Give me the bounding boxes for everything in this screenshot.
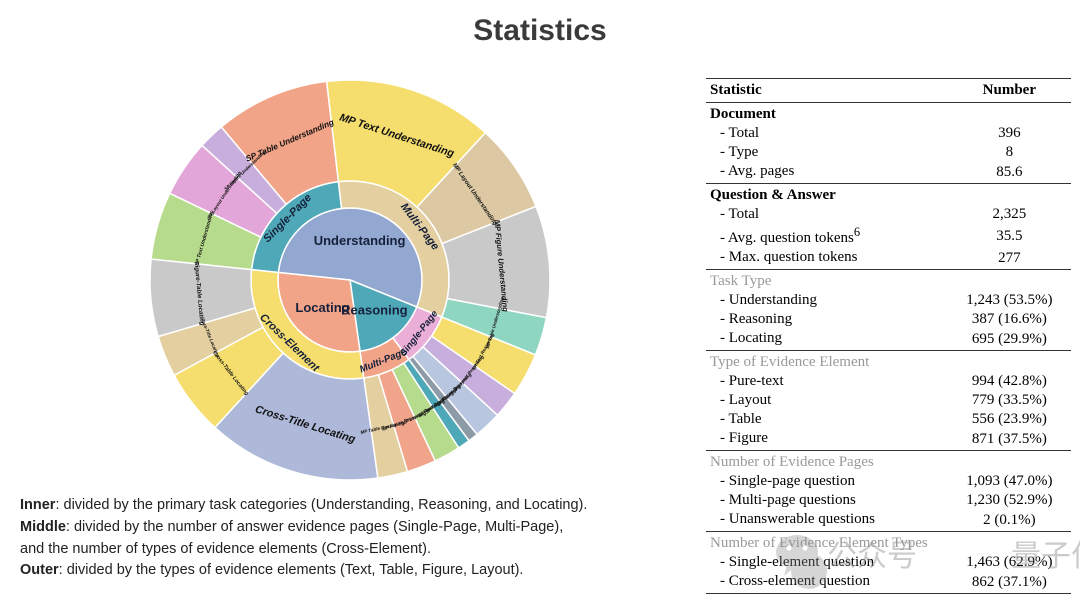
svg-text:Understanding: Understanding — [314, 233, 406, 248]
svg-text:Locating: Locating — [295, 300, 349, 315]
svg-text:Reasoning: Reasoning — [341, 303, 408, 318]
